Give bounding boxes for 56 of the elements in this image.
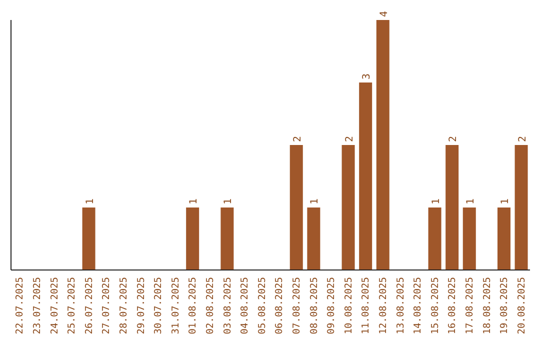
x-tick-label: 22.07.2025 — [14, 277, 26, 334]
bar — [514, 145, 528, 270]
data-label: 1 — [500, 198, 511, 204]
x-tick-label: 16.08.2025 — [447, 277, 458, 334]
x-tick-label: 27.07.2025 — [101, 277, 112, 334]
x-tick-label: 29.07.2025 — [136, 277, 147, 334]
x-tick-label: 09.08.2025 — [326, 277, 338, 334]
x-tick-label: 11.08.2025 — [360, 277, 372, 334]
x-tick-label: 17.08.2025 — [464, 277, 476, 334]
data-label: 3 — [362, 73, 373, 80]
x-tick-label: 23.07.2025 — [32, 277, 43, 334]
data-label: 2 — [448, 136, 460, 142]
x-tick-label: 07.08.2025 — [291, 277, 302, 334]
bar — [342, 145, 355, 270]
bar — [359, 82, 372, 270]
bar — [446, 145, 459, 270]
x-tick-label: 06.08.2025 — [274, 277, 286, 334]
x-tick-label: 02.08.2025 — [204, 277, 216, 334]
data-label: 1 — [84, 198, 96, 204]
x-tick-label: 01.08.2025 — [188, 277, 199, 334]
x-tick-label: 28.07.2025 — [118, 277, 130, 334]
bar — [462, 208, 476, 270]
data-label: 1 — [430, 198, 442, 204]
x-tick-label: 13.08.2025 — [395, 277, 406, 334]
x-tick-label: 20.08.2025 — [516, 277, 528, 334]
x-tick-label: 24.07.2025 — [49, 277, 60, 334]
data-label: 1 — [223, 198, 234, 204]
data-label: 2 — [292, 136, 304, 142]
x-tick-label: 04.08.2025 — [240, 277, 251, 334]
data-label: 1 — [465, 198, 476, 204]
x-tick-label: 26.07.2025 — [84, 277, 95, 334]
data-label: 1 — [188, 198, 200, 204]
bar — [428, 208, 442, 270]
x-tick-label: 15.08.2025 — [430, 277, 441, 334]
data-label: 4 — [378, 10, 390, 17]
data-label: 1 — [310, 198, 321, 204]
bar — [307, 208, 320, 270]
x-tick-label: 12.08.2025 — [378, 277, 389, 334]
x-tick-label: 31.07.2025 — [170, 277, 182, 334]
bar — [290, 145, 303, 270]
bar — [376, 20, 390, 270]
x-tick-label: 14.08.2025 — [412, 277, 424, 334]
x-tick-label: 05.08.2025 — [256, 277, 268, 334]
bar — [220, 208, 234, 270]
x-tick-label: 03.08.2025 — [222, 277, 234, 334]
data-label: 2 — [344, 136, 356, 142]
bar — [497, 208, 510, 270]
x-tick-label: 25.07.2025 — [66, 277, 78, 334]
x-tick-label: 10.08.2025 — [343, 277, 354, 334]
x-tick-label: 30.07.2025 — [153, 277, 164, 334]
x-tick-label: 08.08.2025 — [308, 277, 320, 334]
bar — [82, 208, 96, 270]
x-tick-label: 19.08.2025 — [499, 277, 510, 334]
data-label: 2 — [517, 136, 528, 142]
x-tick-label: 18.08.2025 — [482, 277, 493, 334]
bar — [186, 208, 200, 270]
